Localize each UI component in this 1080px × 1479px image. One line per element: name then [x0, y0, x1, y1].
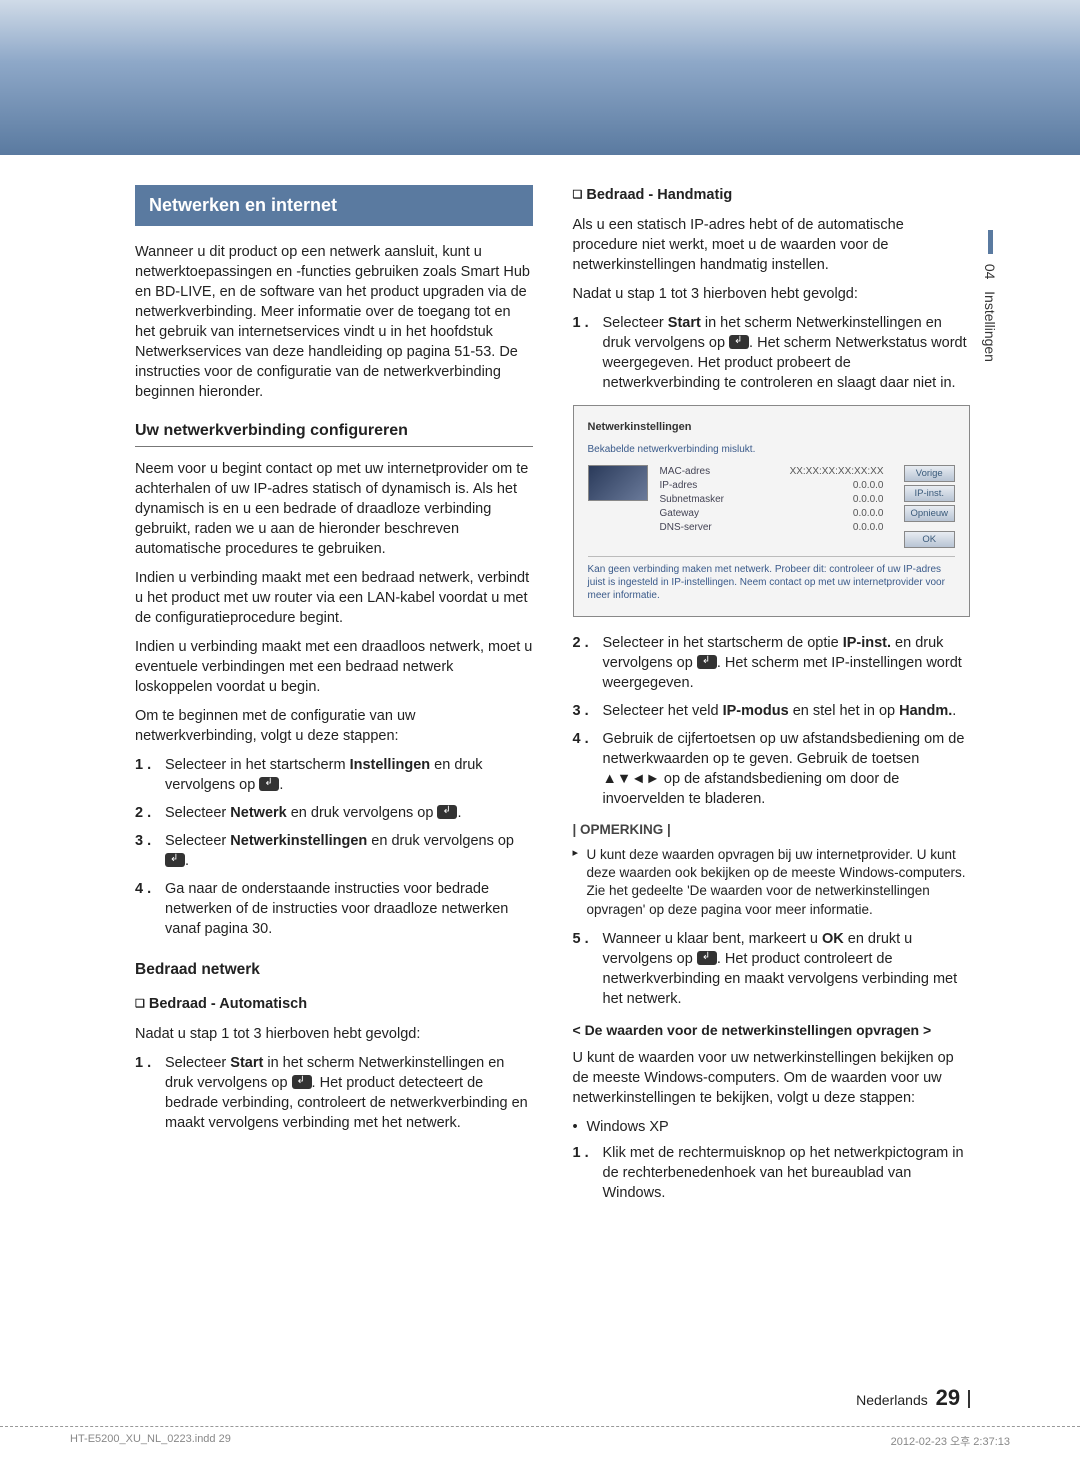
enter-icon [729, 335, 749, 349]
page-number: 29 [936, 1385, 960, 1410]
step-item: 1 . Selecteer Start in het scherm Netwer… [135, 1053, 533, 1133]
ss-prev-button: Vorige [904, 465, 956, 482]
steps-xp: 1 . Klik met de rechtermuisknop op het n… [573, 1143, 971, 1203]
steps-manual-2: 2 . Selecteer in het startscherm de opti… [573, 633, 971, 809]
chapter-number: 04 [982, 264, 998, 280]
lookup-values-para: U kunt de waarden voor uw netwerkinstell… [573, 1048, 971, 1108]
steps-auto: 1 . Selecteer Start in het scherm Netwer… [135, 1053, 533, 1133]
heading-configure: Uw netwerkverbinding configureren [135, 420, 533, 447]
ui-screenshot-network-settings: Netwerkinstellingen Bekabelde netwerkver… [573, 405, 971, 617]
para-after-steps: Nadat u stap 1 tot 3 hierboven hebt gevo… [135, 1024, 533, 1044]
left-column: Netwerken en internet Wanneer u dit prod… [135, 185, 533, 1211]
ss-retry-button: Opnieuw [904, 505, 956, 522]
page-footer: Nederlands 29 [856, 1385, 970, 1411]
steps-manual-1: 1 . Selecteer Start in het scherm Netwer… [573, 313, 971, 393]
step-item: 5 . Wanneer u klaar bent, markeert u OK … [573, 929, 971, 1009]
para-3: Indien u verbinding maakt met een draadl… [135, 637, 533, 697]
heading-wired-auto: ❏Bedraad - Automatisch [135, 994, 533, 1014]
ss-subtitle: Bekabelde netwerkverbinding mislukt. [588, 443, 956, 457]
header-banner [0, 0, 1080, 155]
ss-row: DNS-server0.0.0.0 [660, 521, 884, 535]
enter-icon [259, 777, 279, 791]
para-after-steps-r: Nadat u stap 1 tot 3 hierboven hebt gevo… [573, 284, 971, 304]
step-item: 3 . Selecteer Netwerkinstellingen en dru… [135, 831, 533, 871]
ss-ip-button: IP-inst. [904, 485, 956, 502]
manual-intro: Als u een statisch IP-adres hebt of de a… [573, 215, 971, 275]
ss-info-table: MAC-adresXX:XX:XX:XX:XX:XX IP-adres0.0.0… [660, 465, 884, 548]
ss-buttons: Vorige IP-inst. Opnieuw OK [904, 465, 956, 548]
step-item: 4 . Ga naar de onderstaande instructies … [135, 879, 533, 939]
step-item: 2 . Selecteer Netwerk en druk vervolgens… [135, 803, 533, 823]
enter-icon [437, 805, 457, 819]
ss-row: Gateway0.0.0.0 [660, 507, 884, 521]
enter-icon [697, 951, 717, 965]
ss-title: Netwerkinstellingen [588, 420, 956, 435]
step-item: 1 . Selecteer Start in het scherm Netwer… [573, 313, 971, 393]
ss-row: Subnetmasker0.0.0.0 [660, 493, 884, 507]
step-item: 1 . Klik met de rechtermuisknop op het n… [573, 1143, 971, 1203]
enter-icon [165, 853, 185, 867]
right-column: ❏Bedraad - Handmatig Als u een statisch … [573, 185, 971, 1211]
chapter-label: Instellingen [982, 291, 998, 362]
os-list: Windows XP [573, 1117, 971, 1137]
steps-initial: 1 . Selecteer in het startscherm Instell… [135, 755, 533, 939]
steps-manual-5: 5 . Wanneer u klaar bent, markeert u OK … [573, 929, 971, 1009]
heading-wired: Bedraad netwerk [135, 959, 533, 980]
ss-row: MAC-adresXX:XX:XX:XX:XX:XX [660, 465, 884, 479]
note-body: U kunt deze waarden opvragen bij uw inte… [573, 846, 971, 919]
ss-device-image [588, 465, 648, 501]
ss-ok-button: OK [904, 531, 956, 548]
print-footer-line: HT-E5200_XU_NL_0223.indd 29 2012-02-23 오… [0, 1426, 1080, 1449]
print-file-name: HT-E5200_XU_NL_0223.indd 29 [70, 1433, 231, 1449]
para-4: Om te beginnen met de configuratie van u… [135, 706, 533, 746]
lookup-values-header: < De waarden voor de netwerkinstellingen… [573, 1021, 971, 1040]
heading-wired-manual: ❏Bedraad - Handmatig [573, 185, 971, 205]
os-item: Windows XP [573, 1117, 971, 1137]
para-1: Neem voor u begint contact op met uw int… [135, 459, 533, 559]
section-title: Netwerken en internet [135, 185, 533, 226]
footer-language: Nederlands [856, 1392, 928, 1408]
enter-icon [697, 655, 717, 669]
chapter-side-tab: 04 Instellingen [982, 230, 998, 362]
print-timestamp: 2012-02-23 오후 2:37:13 [891, 1433, 1010, 1449]
enter-icon [292, 1075, 312, 1089]
ss-row: IP-adres0.0.0.0 [660, 479, 884, 493]
step-item: 1 . Selecteer in het startscherm Instell… [135, 755, 533, 795]
step-item: 3 . Selecteer het veld IP-modus en stel … [573, 701, 971, 721]
intro-paragraph: Wanneer u dit product op een netwerk aan… [135, 242, 533, 402]
step-item: 2 . Selecteer in het startscherm de opti… [573, 633, 971, 693]
ss-error-message: Kan geen verbinding maken met netwerk. P… [588, 556, 956, 602]
note-header: | OPMERKING | [573, 821, 971, 840]
step-item: 4 . Gebruik de cijfertoetsen op uw afsta… [573, 729, 971, 809]
para-2: Indien u verbinding maakt met een bedraa… [135, 568, 533, 628]
